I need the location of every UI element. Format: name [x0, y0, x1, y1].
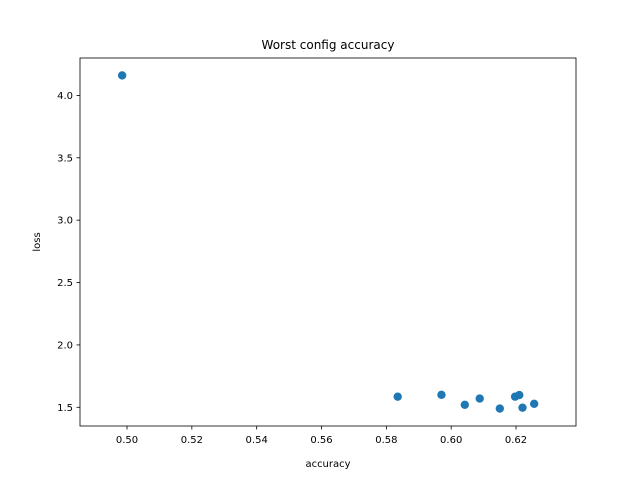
data-point: [529, 399, 539, 408]
x-tick-label: 0.60: [440, 435, 462, 446]
y-tick-label: 4.0: [57, 91, 73, 102]
x-axis-label: accuracy: [305, 459, 350, 470]
y-axis-label: loss: [32, 232, 43, 251]
data-point: [460, 400, 470, 409]
y-tick-label: 3.0: [57, 216, 73, 227]
x-tick-label: 0.62: [505, 435, 527, 446]
data-point: [515, 390, 524, 400]
x-tick-label: 0.50: [116, 435, 138, 446]
x-tick-label: 0.58: [375, 435, 397, 446]
y-tick-label: 1.5: [57, 403, 73, 414]
data-point: [518, 403, 527, 412]
y-tick-label: 2.5: [57, 278, 73, 289]
chart-title: Worst config accuracy: [262, 38, 395, 52]
plot-frame: [79, 57, 577, 427]
data-point: [117, 71, 127, 80]
plot-area: 0.50 0.52 0.54 0.56 0.58 0.60 0.62 1.5 2.0 2.5 3.0…: [57, 71, 539, 446]
data-point: [475, 394, 484, 403]
x-tick-label: 0.52: [181, 435, 203, 446]
x-tick-label: 0.54: [246, 435, 268, 446]
x-tick-label: 0.56: [310, 435, 332, 446]
y-tick-label: 2.0: [57, 340, 73, 351]
data-point: [495, 404, 505, 413]
data-point: [437, 390, 446, 400]
data-point: [393, 392, 402, 401]
y-tick-label: 3.5: [57, 153, 73, 164]
